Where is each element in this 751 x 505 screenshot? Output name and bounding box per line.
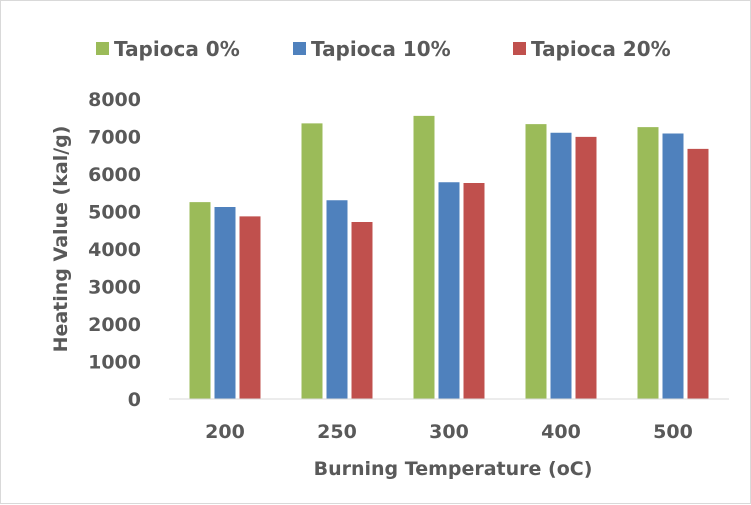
bar [575, 136, 597, 399]
y-tick-label: 6000 [88, 164, 141, 186]
x-axis-ticks: 200 250 300 400 500 [205, 421, 693, 443]
bar [525, 124, 547, 399]
y-tick-label: 8000 [88, 89, 141, 111]
bars [189, 115, 709, 399]
bar [637, 127, 659, 399]
legend-label: Tapioca 0% [114, 37, 240, 61]
bar [214, 207, 236, 399]
x-tick-label: 500 [653, 421, 693, 443]
y-tick-label: 5000 [88, 202, 141, 224]
x-tick-label: 400 [541, 421, 581, 443]
bar [301, 123, 323, 399]
y-tick-label: 3000 [88, 277, 141, 299]
bar [550, 132, 572, 399]
bar [326, 200, 348, 399]
bar [438, 182, 460, 399]
bar [463, 183, 485, 399]
x-axis-title: Burning Temperature (oC) [314, 458, 593, 480]
bar [351, 222, 373, 399]
y-tick-label: 7000 [88, 127, 141, 149]
y-axis-title: Heating Value (kal/g) [50, 126, 72, 353]
x-tick-label: 200 [205, 421, 245, 443]
y-tick-label: 0 [128, 389, 141, 411]
x-tick-label: 250 [317, 421, 357, 443]
legend-label: Tapioca 20% [531, 37, 671, 61]
x-tick-label: 300 [429, 421, 469, 443]
bar [662, 133, 684, 399]
bar [413, 115, 435, 399]
legend: Tapioca 0% Tapioca 10% Tapioca 20% [96, 37, 671, 61]
legend-swatch [96, 42, 109, 55]
y-tick-label: 2000 [88, 314, 141, 336]
bar [239, 216, 261, 399]
bar [687, 148, 709, 399]
legend-label: Tapioca 10% [311, 37, 451, 61]
y-axis-ticks: 0 1000 2000 3000 4000 5000 6000 7000 8000 [88, 89, 141, 411]
bar [189, 202, 211, 399]
legend-swatch [513, 42, 526, 55]
legend-swatch [293, 42, 306, 55]
y-tick-label: 1000 [88, 352, 141, 374]
y-tick-label: 4000 [88, 239, 141, 261]
